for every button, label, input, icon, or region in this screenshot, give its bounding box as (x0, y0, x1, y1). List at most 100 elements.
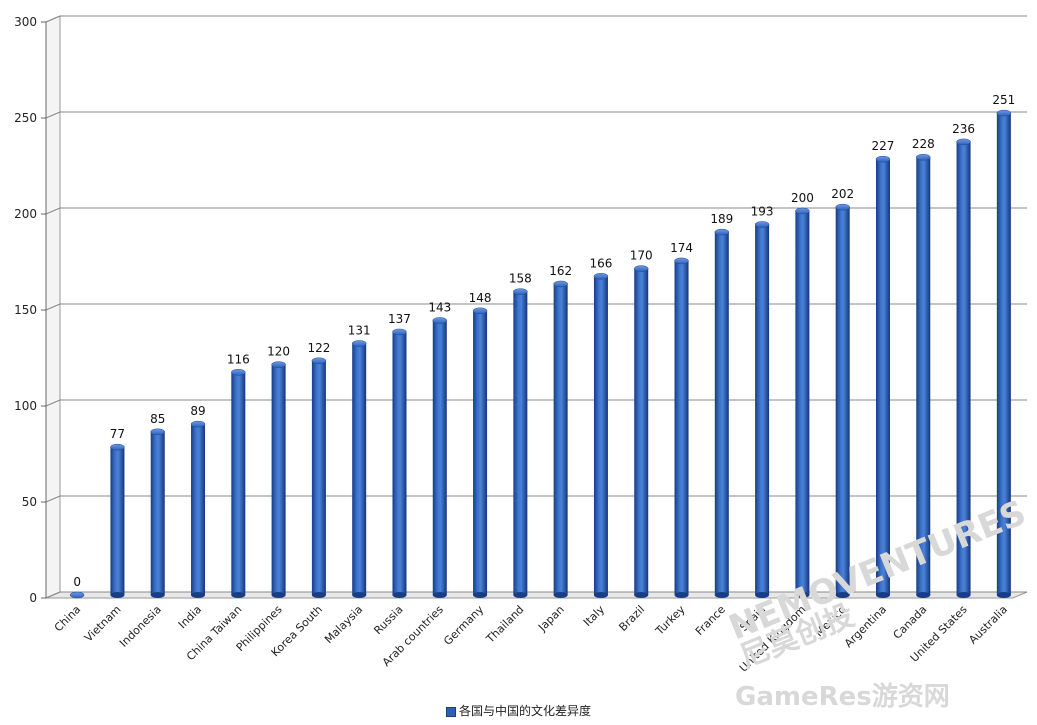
bar-base (674, 592, 689, 598)
bar-top (231, 369, 246, 376)
bar-top (432, 317, 448, 324)
bar-base (513, 592, 528, 598)
bar-top (633, 265, 649, 272)
y-tick-label: 200 (14, 207, 37, 221)
bar-body (956, 141, 971, 595)
bar: 158 (509, 272, 532, 598)
bar-base (191, 592, 206, 598)
bar-body (473, 310, 488, 595)
bar-body (392, 331, 407, 595)
bar-base (996, 592, 1011, 598)
bar: 122 (307, 341, 330, 598)
bar-body (110, 447, 125, 595)
bar: 143 (428, 300, 451, 598)
legend-series-name: 各国与中国的文化差异度 (458, 704, 591, 718)
data-label: 131 (348, 323, 371, 337)
x-tick-label: Thailand (483, 603, 526, 646)
bar-base (311, 592, 326, 598)
data-label: 227 (872, 139, 895, 153)
bar: 202 (831, 187, 854, 598)
bar-base (473, 592, 488, 598)
data-label: 174 (670, 241, 693, 255)
x-tick-label: China (52, 603, 83, 634)
bar-body (150, 431, 165, 595)
bar-body (231, 372, 246, 595)
gridlines (45, 15, 1027, 599)
bar: 251 (992, 93, 1015, 598)
bar-base (835, 592, 850, 598)
y-tick-label: 100 (14, 399, 37, 413)
bar-top (392, 328, 407, 336)
x-tick-label: Italy (581, 603, 607, 629)
data-label: 120 (267, 345, 290, 359)
data-label: 89 (190, 404, 205, 418)
bar-top (714, 228, 730, 236)
bar-base (593, 592, 608, 598)
y-tick-label: 250 (14, 111, 37, 125)
data-label: 170 (630, 249, 653, 263)
bar-body (634, 268, 649, 595)
bar-base (432, 592, 447, 598)
data-label: 77 (110, 427, 125, 441)
bar-body (311, 360, 326, 595)
bar-top (190, 420, 206, 428)
bar-base (231, 592, 246, 598)
x-tick-label: Turkey (652, 603, 688, 639)
bar-top (835, 203, 850, 211)
bar-body (875, 159, 890, 595)
data-label: 158 (509, 272, 532, 286)
x-tick-label: Japan (535, 603, 567, 635)
data-label: 202 (831, 187, 854, 201)
x-tick-label: Canada (891, 603, 930, 642)
bar-top (351, 340, 367, 347)
watermark-site: GameRes游资网 (735, 682, 950, 712)
bar-top (271, 361, 286, 368)
bar-body (593, 276, 608, 595)
data-label: 251 (992, 93, 1015, 107)
bar-body (674, 260, 689, 595)
bar-top (311, 357, 327, 365)
data-label: 193 (751, 204, 774, 218)
bar: 89 (190, 404, 206, 598)
gridline-slant (45, 15, 61, 23)
bar: 227 (872, 139, 895, 598)
legend-swatch (445, 706, 456, 717)
bar-base (714, 592, 729, 598)
bar-base (795, 592, 810, 598)
bar-body (352, 343, 367, 595)
bar-base (634, 592, 649, 598)
bar-top (513, 288, 528, 295)
data-label: 236 (952, 122, 975, 136)
bar-body (835, 207, 850, 595)
bar-body (432, 320, 447, 595)
x-tick-label: Indonesia (117, 603, 164, 650)
bar-base (755, 592, 770, 598)
bar-base (956, 592, 971, 598)
bar: 148 (469, 291, 492, 598)
bar-body (795, 211, 810, 595)
bar-base (110, 592, 125, 598)
bar-body (271, 364, 286, 595)
bar: 137 (388, 312, 411, 598)
bar-body (553, 283, 568, 595)
bar: 85 (150, 412, 165, 598)
bar: 170 (630, 249, 653, 598)
bar-top (150, 428, 165, 436)
bar-base (553, 592, 568, 598)
bar: 120 (267, 345, 290, 598)
bar-base (392, 592, 407, 598)
gridline-slant (45, 303, 61, 311)
y-axis: 0 50 100 150 200 250 300 (14, 15, 47, 605)
x-tick-label: India (176, 603, 204, 631)
gridline-slant (45, 111, 61, 119)
bar-body (916, 157, 931, 596)
data-label: 162 (549, 264, 572, 278)
bar: 166 (589, 256, 612, 598)
bar-top (593, 273, 609, 280)
bar-body (714, 232, 729, 595)
bar-top (674, 257, 689, 265)
bar-top (110, 443, 125, 451)
y-tick-label: 150 (14, 303, 37, 317)
bar-base (271, 592, 286, 598)
